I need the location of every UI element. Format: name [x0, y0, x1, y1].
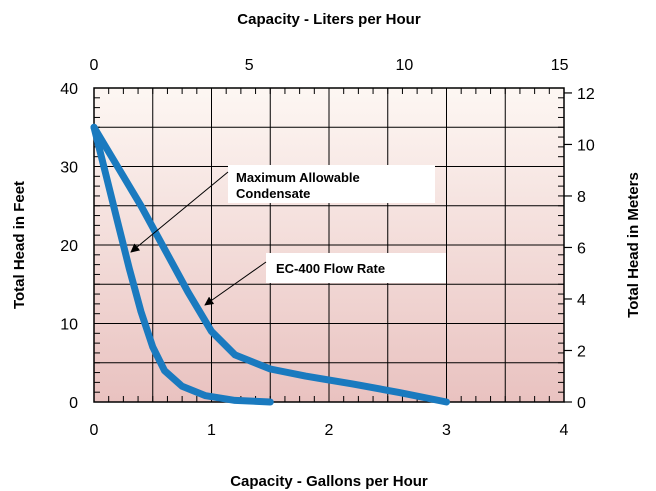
right-axis-title: Total Head in Meters [625, 172, 642, 318]
x-tick-label: 1 [207, 422, 216, 439]
y2-tick-label: 4 [577, 292, 586, 309]
x2-tick-label: 10 [396, 57, 414, 74]
y-tick-label: 0 [69, 395, 78, 412]
y-tick-label: 40 [60, 81, 78, 98]
annotation-flow-rate: EC-400 Flow Rate [276, 261, 385, 276]
series-group [90, 123, 450, 406]
y2-tick-label: 0 [577, 395, 586, 412]
top-axis-title: Capacity - Liters per Hour [237, 11, 421, 28]
y2-tick-label: 10 [577, 137, 595, 154]
x2-tick-label: 5 [245, 57, 254, 74]
x2-tick-label: 15 [551, 57, 569, 74]
x-tick-label: 2 [325, 422, 334, 439]
annotation-condensate-line1: Maximum Allowable [236, 170, 360, 185]
y2-tick-label: 2 [577, 343, 586, 360]
y2-tick-label: 12 [577, 86, 595, 103]
y2-tick-label: 8 [577, 189, 586, 206]
annotation-box-flow-rate [266, 253, 446, 283]
y-tick-label: 20 [60, 238, 78, 255]
annotation-box-condensate [228, 165, 435, 203]
left-axis-title: Total Head in Feet [11, 181, 28, 309]
x-tick-label: 0 [90, 422, 99, 439]
plot-frame [93, 87, 565, 403]
y2-tick-label: 6 [577, 240, 586, 257]
annotation-condensate-line2: Condensate [236, 186, 310, 201]
annotation-arrow-flow-rate [204, 261, 267, 306]
y-tick-label: 10 [60, 317, 78, 334]
series-line-0 [90, 123, 274, 406]
series-line-1 [90, 123, 450, 406]
x2-tick-label: 0 [90, 57, 99, 74]
y-tick-label: 30 [60, 160, 78, 177]
x-axis-title: Capacity - Gallons per Hour [230, 473, 428, 490]
grid-lines [94, 88, 564, 402]
x-tick-label: 3 [442, 422, 451, 439]
annotation-arrow-condensate [130, 171, 229, 253]
x-tick-label: 4 [560, 422, 569, 439]
